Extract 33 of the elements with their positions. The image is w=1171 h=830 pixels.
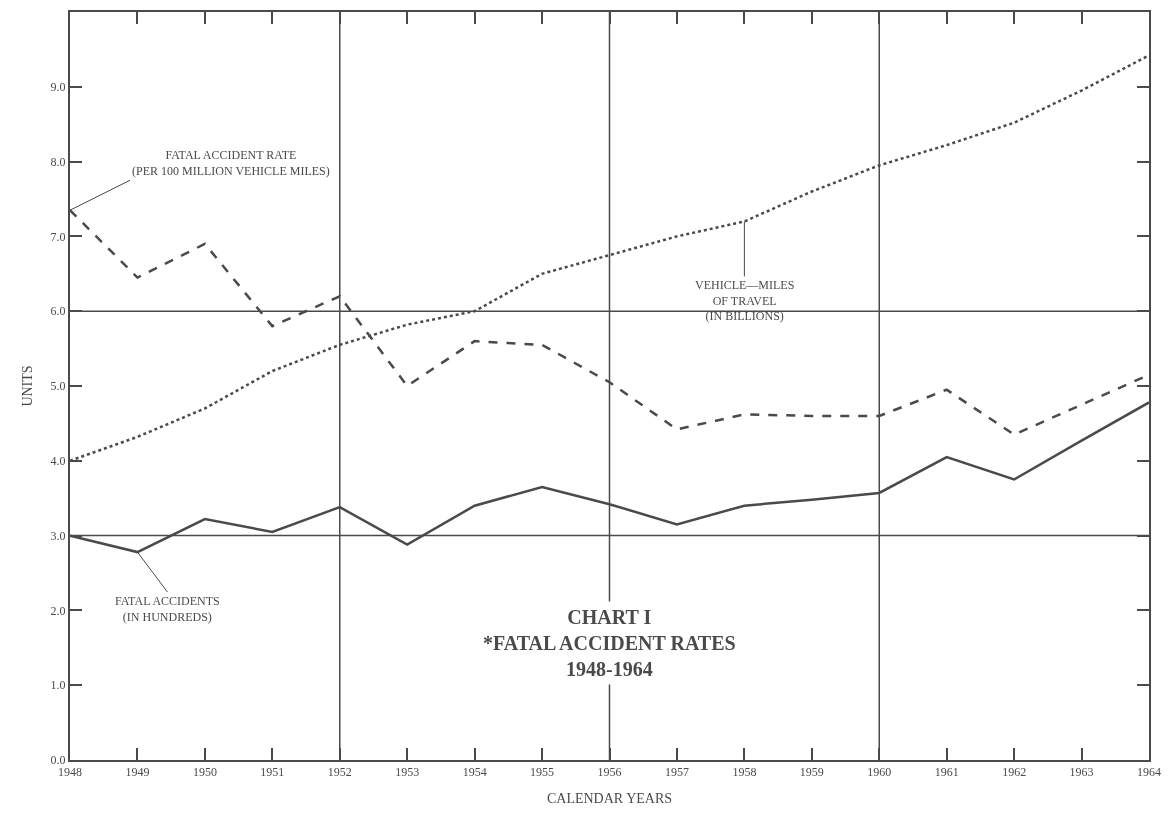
x-tick-label: 1964 — [1137, 765, 1161, 780]
y-tick-label: 4.0 — [50, 454, 66, 468]
annotation: FATAL ACCIDENTS (IN HUNDREDS) — [115, 594, 220, 624]
x-tick-label: 1948 — [58, 765, 82, 780]
x-tick-label: 1956 — [597, 765, 622, 780]
x-tick-label: 1949 — [125, 765, 150, 780]
y-tick-label: 8.0 — [50, 154, 66, 169]
x-tick-label: 1960 — [867, 765, 892, 780]
x-tick-label: 1959 — [799, 765, 824, 780]
y-tick-label: 6.0 — [50, 304, 66, 319]
text: CHART I *FATAL ACCIDENT RATES 1948-1964 — [483, 606, 736, 680]
x-tick-label: 1963 — [1069, 765, 1094, 780]
y-tick-label: 5.0 — [50, 379, 66, 394]
x-tick-label: 1952 — [327, 765, 352, 780]
y-tick-label: 7.0 — [50, 229, 66, 244]
x-tick-label: 1954 — [462, 765, 487, 780]
annotation: FATAL ACCIDENT RATE (PER 100 MILLION VEHICLE MILES) — [132, 148, 330, 178]
y-tick-label: 0.0 — [50, 753, 66, 768]
y-tick-label: 3.0 — [50, 528, 66, 543]
y-tick-label: 1.0 — [50, 678, 66, 693]
x-tick-label: 1951 — [260, 765, 285, 780]
x-axis-title: CALENDAR YEARS — [546, 791, 673, 807]
annotation: VEHICLE—MILES OF TRAVEL (IN BILLIONS) — [695, 278, 795, 324]
x-tick-label: 1955 — [530, 765, 555, 780]
x-tick-label: 1957 — [664, 765, 689, 780]
y-tick-label: 2.0 — [50, 603, 66, 618]
y-tick-label: 9.0 — [50, 80, 66, 94]
y-axis-title: UNITS — [19, 365, 35, 407]
x-tick-label: 1953 — [395, 765, 420, 780]
x-tick-label: 1962 — [1002, 765, 1027, 780]
x-tick-label: 1958 — [732, 765, 757, 780]
x-tick-label: 1950 — [192, 765, 217, 780]
x-tick-label: 1961 — [934, 765, 959, 780]
